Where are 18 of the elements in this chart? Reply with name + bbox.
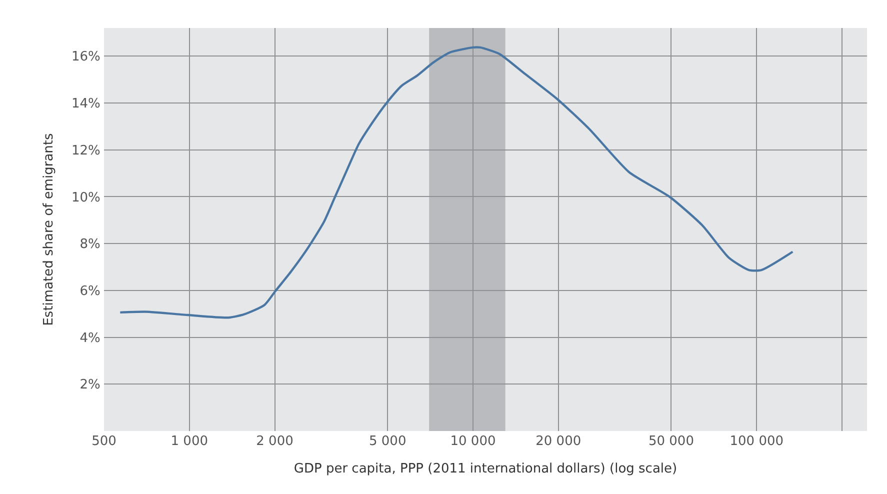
y-tick-label: 8% [80,237,100,252]
y-axis-title: Estimated share of emigrants [41,132,56,326]
y-tick-label: 6% [80,284,100,299]
y-tick-label: 2% [80,378,100,393]
y-tick-label: 16% [71,50,100,65]
x-axis-title: GDP per capita, PPP (2011 international dollars) (log scale) [294,462,678,477]
x-tick-label: 500 [92,434,116,449]
y-tick-label: 14% [71,96,100,112]
x-tick-label: 5 000 [369,434,406,449]
x-tick-label: 100 000 [730,434,784,449]
x-tick-label: 1 000 [170,434,208,449]
y-tick-label: 4% [80,330,100,346]
x-tick-label: 20 000 [536,434,582,449]
x-tick-label: 2 000 [256,434,294,449]
x-tick-label: 10 000 [450,434,496,449]
x-tick-label: 50 000 [648,434,694,449]
y-tick-label: 12% [71,143,100,158]
y-tick-label: 10% [71,190,100,206]
